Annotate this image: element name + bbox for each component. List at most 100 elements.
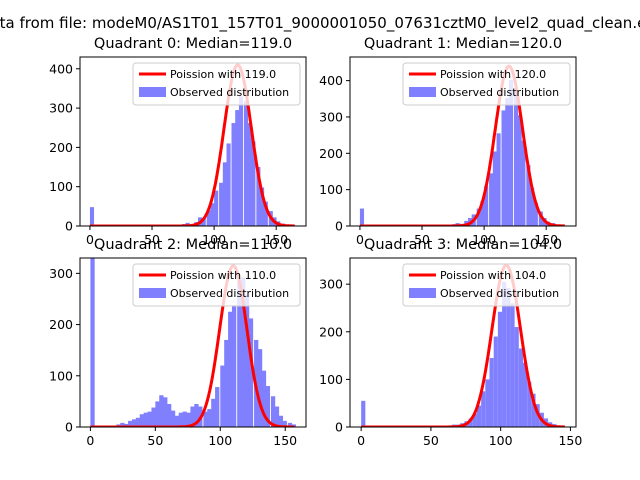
- quadrant-1-legend-bar-swatch: [409, 87, 436, 97]
- quadrant-1-axes-frame: [349, 56, 577, 227]
- quadrant-2-legend: Poission with 110.0 Observed distribution: [132, 263, 301, 307]
- quadrant-2-y-tick-label: 300: [49, 266, 73, 281]
- quadrant-1-x-tick-label: 150: [534, 232, 558, 247]
- quadrant-0-y-tick-label: 400: [49, 61, 73, 76]
- quadrant-3-y-tick-label: 100: [319, 372, 343, 387]
- quadrant-3-histogram-bar: [493, 336, 498, 427]
- quadrant-3-x-tick-label: 0: [357, 433, 365, 448]
- quadrant-3-axes-frame: [349, 257, 577, 428]
- quadrant-3-histogram-bar: [518, 348, 523, 427]
- quadrant-0-histogram-bar: [235, 110, 240, 226]
- quadrant-2-histogram-bar: [274, 406, 280, 427]
- quadrant-0-y-tick-label: 0: [65, 219, 73, 234]
- quadrant-3-histogram-bar: [485, 379, 490, 427]
- quadrant-2-histogram-bar: [124, 423, 129, 427]
- quadrant-1-legend-label-observed: Observed distribution: [440, 86, 559, 99]
- quadrant-0-histogram-bar: [260, 187, 265, 226]
- quadrant-1-y-tick-label: 100: [319, 182, 343, 197]
- quadrant-3-y-tick-label: 300: [319, 277, 343, 292]
- quadrant-1-histogram-bar: [489, 173, 494, 226]
- quadrant-3-histogram-bar: [502, 281, 507, 427]
- quadrant-0-legend-label-observed: Observed distribution: [170, 86, 289, 99]
- quadrant-2-histogram-bar: [151, 407, 156, 427]
- quadrant-1-histogram-bar: [530, 187, 535, 226]
- quadrant-1-histogram-bar: [501, 110, 506, 226]
- quadrant-3-histogram-bar: [468, 418, 473, 427]
- quadrant-0-series-group: [89, 63, 296, 226]
- quadrant-3-histogram-bar: [510, 303, 515, 427]
- quadrant-1-histogram-bar: [521, 140, 526, 226]
- quadrant-2-histogram-bar: [194, 403, 199, 427]
- quadrant-2-histogram-bar: [182, 411, 187, 427]
- quadrant-2-title: Quadrant 2: Median=110.0: [94, 237, 292, 253]
- quadrant-2-histogram-bar: [120, 422, 125, 427]
- quadrant-1-histogram-bar: [538, 211, 543, 226]
- quadrant-1-x-tick-label: 100: [472, 232, 496, 247]
- quadrant-3-histogram-bar: [361, 400, 366, 427]
- quadrant-3-histogram-bar: [522, 362, 528, 427]
- quadrant-2-histogram-bar: [186, 412, 191, 427]
- quadrant-2-histogram-bar: [248, 318, 254, 427]
- quadrant-2-histogram-bar: [190, 406, 195, 427]
- quadrant-0-y-tick-label: 300: [49, 101, 73, 116]
- quadrant-3-histogram-bar: [531, 393, 536, 427]
- quadrant-3-legend: Poission with 104.0 Observed distribution: [402, 263, 571, 307]
- quadrant-0-histogram-bar: [226, 143, 231, 226]
- quadrant-3-histogram-bar: [506, 287, 511, 427]
- quadrant-1-histogram-bar: [517, 115, 522, 226]
- quadrant-2-histogram-bar: [215, 387, 220, 427]
- quadrant-1-histogram-bar: [484, 186, 489, 226]
- quadrant-0-histogram-bar: [201, 218, 206, 226]
- quadrant-2-histogram-bar: [163, 397, 168, 427]
- quadrant-2-histogram-bar: [270, 396, 276, 427]
- quadrant-2-histogram-bar: [211, 398, 216, 427]
- quadrant-2-x-tick-label: 150: [273, 433, 297, 448]
- quadrant-0-legend: Poission with 119.0 Observed distribution: [132, 62, 301, 106]
- quadrant-1-histogram-bar: [476, 208, 481, 226]
- quadrant-0-x-tick-label: 100: [202, 232, 226, 247]
- quadrant-3-legend-bar-swatch: [409, 288, 436, 298]
- quadrant-2-histogram-bar: [135, 417, 141, 427]
- quadrant-2-histogram-bar: [147, 411, 152, 427]
- quadrant-2-x-tick-label: 100: [208, 433, 232, 448]
- quadrant-2-legend-label-observed: Observed distribution: [170, 287, 289, 300]
- quadrant-2-histogram-bar: [231, 305, 237, 427]
- quadrant-3-poisson-curve: [361, 263, 565, 427]
- quadrant-1-x-tick-label: 0: [356, 232, 364, 247]
- quadrant-2-y-tick-label: 0: [65, 420, 73, 435]
- quadrant-2-y-tick-label: 200: [49, 317, 73, 332]
- quadrant-1-y-tick-label: 300: [319, 109, 343, 124]
- quadrant-3-histogram-bar: [514, 327, 519, 427]
- quadrant-3-plot-area: [361, 263, 565, 427]
- quadrant-2-histogram-bar: [143, 412, 148, 427]
- quadrant-0-legend-label-poisson: Poission with 119.0: [170, 68, 276, 81]
- quadrant-3-legend-label-observed: Observed distribution: [440, 287, 559, 300]
- quadrant-3-legend-box: [402, 263, 571, 307]
- quadrant-2-histogram-bar: [170, 410, 176, 427]
- quadrant-2-histogram-bar: [257, 349, 263, 427]
- quadrant-2-x-tick-label: 0: [86, 433, 94, 448]
- quadrant-1-histogram-bar: [513, 90, 519, 226]
- quadrant-1-y-tick-label: 400: [319, 73, 343, 88]
- quadrant-0-plot: Quadrant 0: Median=119.0 0 50 100 150 0 100 200…: [49, 36, 307, 247]
- quadrant-3-histogram-bar: [497, 311, 503, 427]
- quadrant-2-histogram-bar: [90, 258, 95, 427]
- quadrant-1-plot: Quadrant 1: Median=120.0 0 50 100 150 0 100 200…: [319, 36, 577, 247]
- quadrant-2-axes-frame: [79, 257, 307, 428]
- quadrant-0-histogram-bar: [243, 101, 249, 226]
- quadrant-3-histogram-bar: [481, 391, 486, 427]
- quadrant-1-histogram-bar: [526, 164, 531, 226]
- quadrant-0-histogram-bar: [219, 182, 224, 226]
- quadrant-2-histogram-bar: [159, 395, 164, 427]
- quadrant-0-title: Quadrant 0: Median=119.0: [94, 36, 292, 52]
- quadrant-0-x-tick-label: 0: [86, 232, 94, 247]
- quadrant-2-histogram-bar: [228, 311, 233, 427]
- quadrant-2-histogram-bar: [139, 414, 145, 427]
- quadrant-2-y-tick-label: 100: [49, 368, 73, 383]
- figure-suptitle: Data from file: modeM0/AS1T01_157T01_900…: [0, 14, 640, 33]
- quadrant-2-histogram-bar: [287, 422, 293, 427]
- quadrant-0-axes-frame: [79, 56, 307, 227]
- quadrant-3-series-group: [361, 263, 565, 427]
- quadrant-0-histogram-bar: [263, 201, 268, 226]
